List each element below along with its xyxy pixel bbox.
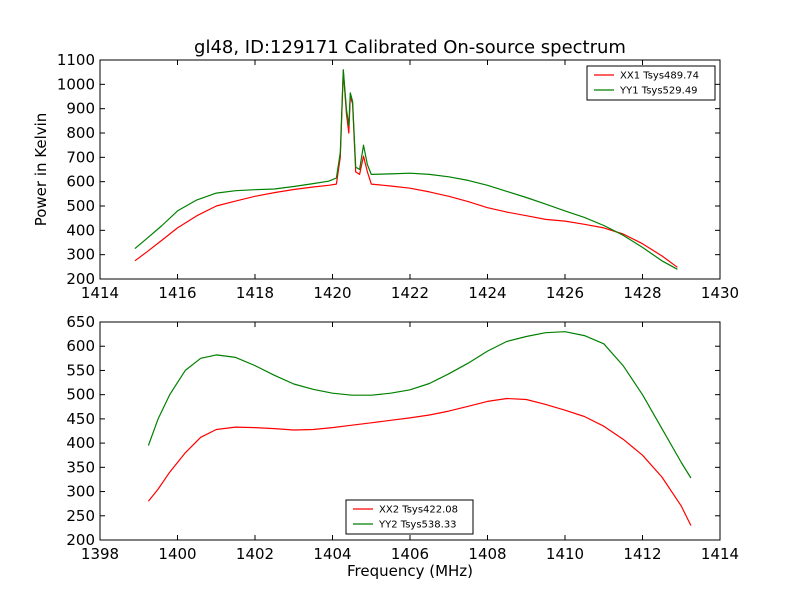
- x-axis-label: Frequency (MHz): [347, 562, 473, 580]
- y-tick-label: 600: [66, 337, 95, 355]
- x-tick-label: 1398: [81, 545, 119, 563]
- y-tick-label: 200: [66, 531, 95, 549]
- x-tick-label: 1402: [236, 545, 274, 563]
- y-tick-label: 650: [66, 313, 95, 331]
- legend-entry: XX2 Tsys422.08: [379, 505, 458, 516]
- subplot-2: 1398 1400 1402 1404 1406 1408 1410 1412 1414 200 2…: [66, 313, 739, 580]
- y-axis-label: Power in Kelvin: [32, 113, 50, 227]
- y-tick-label: 1100: [57, 51, 95, 69]
- legend-entry: XX1 Tsys489.74: [620, 71, 699, 82]
- subplot-1: 1414 1416 1418 1420 1422 1424 1426 1428 1430 200 3…: [32, 51, 739, 302]
- x-tick-label: 1414: [701, 545, 739, 563]
- x-tick-label: 1430: [701, 284, 739, 302]
- y-tick-label: 400: [66, 221, 95, 239]
- x-tick-label: 1416: [158, 284, 196, 302]
- x-tick-label: 1418: [236, 284, 274, 302]
- legend-box: [345, 499, 474, 535]
- y-tick-label: 1000: [57, 75, 95, 93]
- y-tick-label: 250: [66, 507, 95, 525]
- x-tick-label: 1404: [313, 545, 351, 563]
- series-line-1-2: [134, 69, 678, 270]
- x-tick-label: 1422: [391, 284, 429, 302]
- legend-entry: YY2 Tsys538.33: [378, 520, 457, 531]
- y-tick-label: 450: [66, 410, 95, 428]
- y-tick-label: 300: [66, 246, 95, 264]
- series-line-1-1: [134, 70, 678, 268]
- series-line-2-1: [147, 397, 692, 526]
- x-tick-label: 1408: [468, 545, 506, 563]
- legend: XX1 Tsys489.74 YY1 Tsys529.49: [586, 65, 716, 101]
- x-tick-label: 1412: [623, 545, 661, 563]
- series-line-2-2: [147, 331, 692, 479]
- y-tick-label: 800: [66, 124, 95, 142]
- x-tick-label: 1428: [623, 284, 661, 302]
- y-tick-label: 400: [66, 434, 95, 452]
- y-tick-label: 550: [66, 361, 95, 379]
- y-tick-label: 350: [66, 458, 95, 476]
- x-tick-label: 1420: [313, 284, 351, 302]
- x-tick-label: 1406: [391, 545, 429, 563]
- chart-title: gl48, ID:129171 Calibrated On-source spe…: [194, 37, 626, 58]
- y-tick-label: 200: [66, 270, 95, 288]
- y-tick-label: 600: [66, 173, 95, 191]
- legend: XX2 Tsys422.08 YY2 Tsys538.33: [345, 499, 474, 535]
- y-tick-label: 900: [66, 100, 95, 118]
- x-tick-label: 1426: [546, 284, 584, 302]
- x-tick-label: 1424: [468, 284, 506, 302]
- legend-entry: YY1 Tsys529.49: [619, 86, 698, 97]
- x-tick-label: 1400: [158, 545, 196, 563]
- y-tick-label: 500: [66, 386, 95, 404]
- x-tick-label: 1410: [546, 545, 584, 563]
- x-tick-label: 1414: [81, 284, 119, 302]
- y-tick-label: 300: [66, 483, 95, 501]
- y-tick-label: 500: [66, 197, 95, 215]
- y-tick-label: 700: [66, 148, 95, 166]
- legend-box: [586, 65, 716, 101]
